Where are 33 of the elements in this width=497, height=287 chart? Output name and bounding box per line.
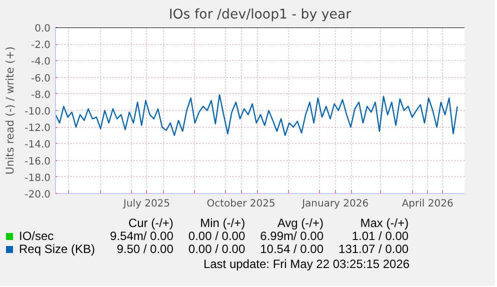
text: 10.54 / 0.00	[259, 242, 325, 256]
y-tick-label: -16.0	[24, 156, 50, 168]
x-tick-label: April 2026	[402, 198, 454, 210]
text: Min (-/+)	[199, 216, 246, 230]
text: 9.54m/ 0.00	[109, 229, 174, 243]
text: Max (-/+)	[359, 216, 410, 230]
y-tick-label: -18.0	[24, 172, 50, 184]
x-tick-label: July 2025	[122, 198, 170, 210]
line-series	[56, 94, 458, 136]
y-axis-title: Units read (-) / write (+)	[4, 46, 17, 174]
legend-label: Req Size (KB)	[18, 242, 96, 256]
text: Avg (-/+)	[276, 216, 325, 230]
y-tick-label: -20.0	[24, 190, 50, 200]
text: 9.50 / 0.00	[116, 242, 174, 256]
y-tick-label: -2.0	[30, 40, 51, 52]
text: Last update: Fri May 22 03:25:15 2026	[202, 256, 410, 273]
y-tick-label: 0.0	[34, 24, 51, 34]
x-tick-label: January 2026	[301, 198, 369, 210]
y-tick-label: -6.0	[30, 73, 51, 84]
y-tick-label: -10.0	[24, 106, 50, 118]
text: 6.99m/ 0.00	[259, 229, 325, 243]
y-tick-label: -8.0	[30, 90, 51, 101]
y-tick-label: -14.0	[24, 140, 50, 151]
text: 0.00 / 0.00	[187, 229, 246, 243]
text: 1.01 / 0.00	[350, 229, 410, 243]
legend-label: IO/sec	[18, 229, 55, 243]
chart-title: IOs for /dev/loop1 - by year	[168, 8, 352, 22]
text: Cur (-/+)	[127, 216, 174, 230]
text: 0.00 / 0.00	[187, 242, 246, 256]
text: 131.07 / 0.00	[338, 242, 410, 256]
x-tick-label: October 2025	[206, 198, 276, 210]
y-tick-label: -12.0	[24, 123, 50, 134]
y-tick-label: -4.0	[30, 56, 51, 68]
